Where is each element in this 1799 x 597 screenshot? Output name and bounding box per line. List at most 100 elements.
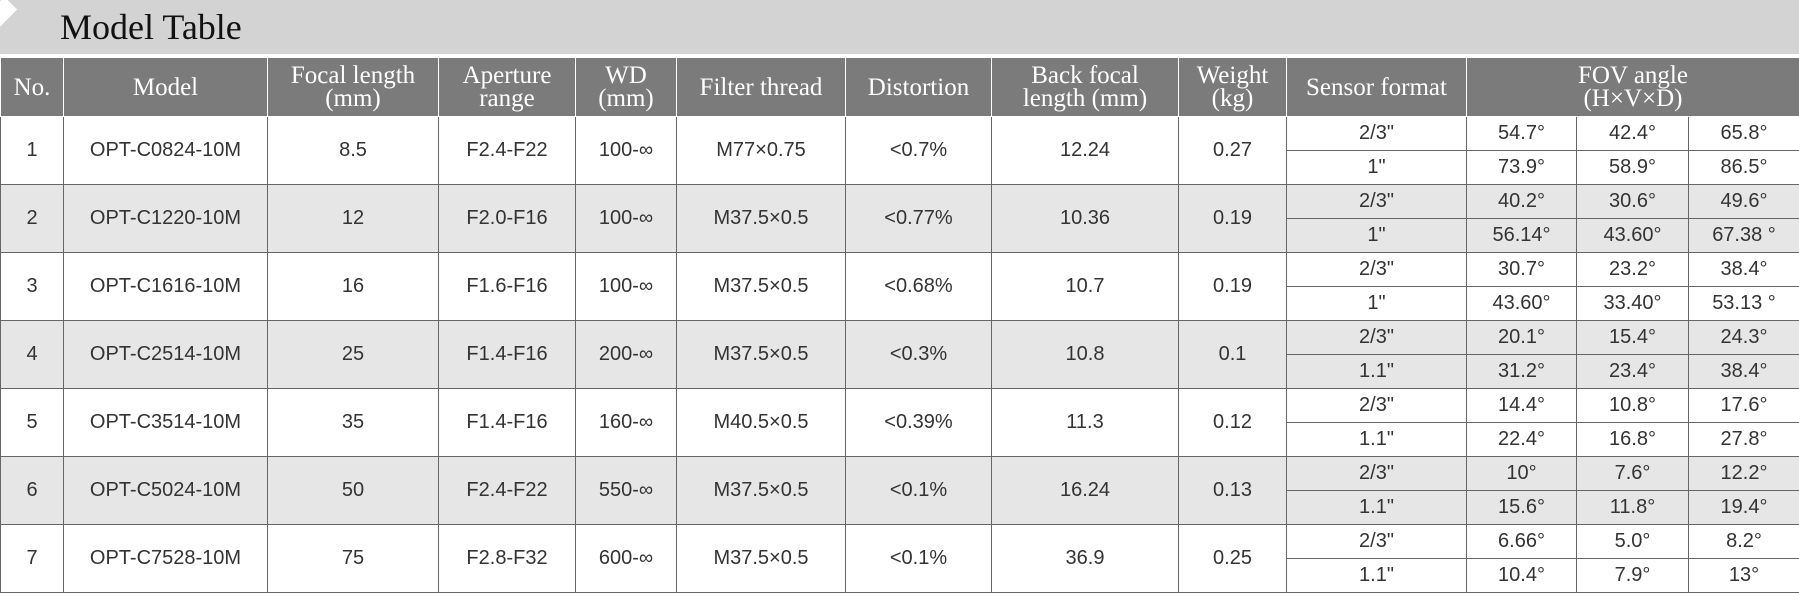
cell-distortion: <0.3% xyxy=(845,320,992,389)
cell-focal: 12 xyxy=(267,184,439,253)
fov-cell: 10.4° xyxy=(1466,558,1577,593)
cell-distortion: <0.39% xyxy=(845,388,992,457)
table-row: 5 OPT-C3514-10M 35 F1.4-F16 160-∞ M40.5×0.5 <0… xyxy=(0,388,1799,457)
cell-weight: 0.1 xyxy=(1178,320,1287,389)
cell-filter: M37.5×0.5 xyxy=(676,456,846,525)
column-header: Aperture range xyxy=(438,57,576,117)
cell-focal: 16 xyxy=(267,252,439,321)
fov-cell: 38.4° xyxy=(1688,252,1799,287)
cell-weight: 0.19 xyxy=(1178,184,1287,253)
fov-cell: 86.5° xyxy=(1688,150,1799,185)
cell-weight: 0.12 xyxy=(1178,388,1287,457)
cell-wd: 200-∞ xyxy=(575,320,677,389)
cell-no: 6 xyxy=(0,456,64,525)
fov-cell: 33.40° xyxy=(1576,286,1689,321)
table-row: 1.1" 22.4° 16.8° 27.8° xyxy=(1,422,1799,457)
fov-cell: 43.60° xyxy=(1576,218,1689,253)
sensor-format: 1.1" xyxy=(1286,558,1467,593)
cell-wd: 160-∞ xyxy=(575,388,677,457)
header-line: Aperture xyxy=(462,62,552,89)
cell-distortion: <0.1% xyxy=(845,456,992,525)
cell-no: 2 xyxy=(0,184,64,253)
cell-focal: 8.5 xyxy=(267,116,439,185)
cell-no: 7 xyxy=(0,524,64,593)
table-row: 1.1" 31.2° 23.4° 38.4° xyxy=(1,354,1799,389)
fov-cell: 73.9° xyxy=(1466,150,1577,185)
cell-model: OPT-C1220-10M xyxy=(63,184,268,253)
cell-distortion: <0.1% xyxy=(845,524,992,593)
fov-cell: 12.2° xyxy=(1688,456,1799,491)
cell-bfl: 16.24 xyxy=(991,456,1179,525)
header-line: Sensor format xyxy=(1306,73,1447,101)
cell-weight: 0.27 xyxy=(1178,116,1287,185)
fov-cell: 67.38 ° xyxy=(1688,218,1799,253)
fov-cell: 7.6° xyxy=(1576,456,1689,491)
cell-no: 5 xyxy=(0,388,64,457)
cell-bfl: 12.24 xyxy=(991,116,1179,185)
cell-weight: 0.13 xyxy=(1178,456,1287,525)
header-line: No. xyxy=(13,73,51,101)
cell-aperture: F2.8-F32 xyxy=(438,524,576,593)
cell-bfl: 10.36 xyxy=(991,184,1179,253)
header-line: (mm) xyxy=(325,85,381,112)
cell-wd: 100-∞ xyxy=(575,116,677,185)
fov-cell: 22.4° xyxy=(1466,422,1577,457)
cell-bfl: 11.3 xyxy=(991,388,1179,457)
fov-cell: 15.6° xyxy=(1466,490,1577,525)
header-line: Back focal xyxy=(1031,62,1139,89)
table-row: 4 OPT-C2514-10M 25 F1.4-F16 200-∞ M37.5×0.5 <0… xyxy=(0,320,1799,389)
cell-model: OPT-C7528-10M xyxy=(63,524,268,593)
fov-cell: 7.9° xyxy=(1576,558,1689,593)
fov-cell: 6.66° xyxy=(1466,524,1577,559)
column-header: FOV angle (H×V×D) xyxy=(1466,57,1799,117)
fov-cell: 10° xyxy=(1466,456,1577,491)
fov-cell: 42.4° xyxy=(1576,116,1689,151)
fov-cell: 65.8° xyxy=(1688,116,1799,151)
fov-cell: 19.4° xyxy=(1688,490,1799,525)
table-row: 6 OPT-C5024-10M 50 F2.4-F22 550-∞ M37.5×0.5 <0… xyxy=(0,456,1799,525)
header-line: range xyxy=(479,85,535,112)
cell-distortion: <0.7% xyxy=(845,116,992,185)
fov-cell: 31.2° xyxy=(1466,354,1577,389)
cell-wd: 550-∞ xyxy=(575,456,677,525)
cell-aperture: F2.4-F22 xyxy=(438,116,576,185)
header-line: Model xyxy=(132,73,199,101)
header-line: length (mm) xyxy=(1022,85,1148,112)
cell-model: OPT-C3514-10M xyxy=(63,388,268,457)
cell-wd: 100-∞ xyxy=(575,252,677,321)
title-bar: Model Table xyxy=(0,0,1799,54)
header-line: Focal length xyxy=(290,62,416,89)
cell-bfl: 10.7 xyxy=(991,252,1179,321)
table-row: 7 OPT-C7528-10M 75 F2.8-F32 600-∞ M37.5×0.5 <0… xyxy=(0,524,1799,593)
cell-model: OPT-C5024-10M xyxy=(63,456,268,525)
sensor-format: 1" xyxy=(1286,286,1467,321)
table-row: 1 OPT-C0824-10M 8.5 F2.4-F22 100-∞ M77×0.75 <0… xyxy=(0,116,1799,185)
sensor-format: 1.1" xyxy=(1286,422,1467,457)
fov-cell: 17.6° xyxy=(1688,388,1799,423)
column-header: WD (mm) xyxy=(575,57,677,117)
fov-cell: 23.4° xyxy=(1576,354,1689,389)
cell-wd: 100-∞ xyxy=(575,184,677,253)
sensor-format: 1.1" xyxy=(1286,490,1467,525)
fov-cell: 38.4° xyxy=(1688,354,1799,389)
cell-distortion: <0.68% xyxy=(845,252,992,321)
sensor-format: 1" xyxy=(1286,150,1467,185)
cell-focal: 75 xyxy=(267,524,439,593)
fov-cell: 8.2° xyxy=(1688,524,1799,559)
fov-cell: 15.4° xyxy=(1576,320,1689,355)
table-row: 1" 56.14° 43.60° 67.38 ° xyxy=(1,218,1799,253)
header-line: Weight xyxy=(1196,62,1269,89)
cell-bfl: 36.9 xyxy=(991,524,1179,593)
cell-aperture: F2.4-F22 xyxy=(438,456,576,525)
sensor-format: 2/3" xyxy=(1286,320,1467,355)
fov-cell: 27.8° xyxy=(1688,422,1799,457)
sensor-format: 1.1" xyxy=(1286,354,1467,389)
cell-focal: 25 xyxy=(267,320,439,389)
column-header: Back focal length (mm) xyxy=(991,57,1179,117)
sensor-format: 2/3" xyxy=(1286,116,1467,151)
table-row: 2 OPT-C1220-10M 12 F2.0-F16 100-∞ M37.5×0.5 <0… xyxy=(0,184,1799,253)
fov-cell: 20.1° xyxy=(1466,320,1577,355)
cell-aperture: F1.4-F16 xyxy=(438,320,576,389)
fov-cell: 5.0° xyxy=(1576,524,1689,559)
